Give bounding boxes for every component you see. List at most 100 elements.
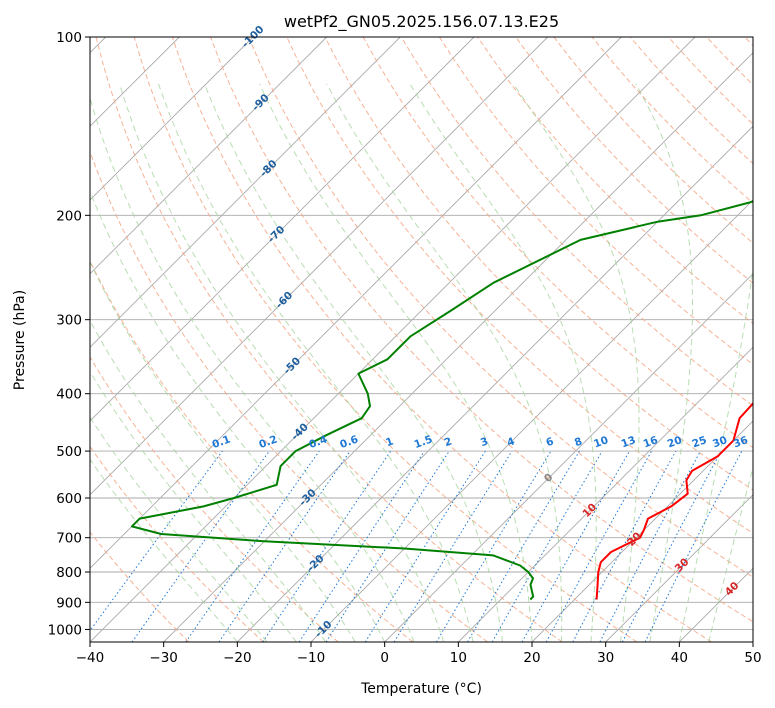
moist-adiabat-line <box>90 370 297 642</box>
mixing-ratio-line <box>572 450 677 642</box>
y-axis-label: Pressure (hPa) <box>12 290 28 390</box>
mixing-ratio-line <box>298 450 425 642</box>
mixing-ratio-label: 2 <box>443 435 454 449</box>
x-tick-label: −10 <box>297 650 326 666</box>
mixing-ratio-line <box>599 450 701 642</box>
isotherm-line <box>163 52 753 642</box>
isotherm-line <box>90 37 696 642</box>
dry-adiabat-line <box>90 445 264 642</box>
y-tick-label: 1000 <box>48 622 82 638</box>
mixing-ratio-label: 16 <box>642 434 660 450</box>
dry-adiabat-line <box>90 356 339 642</box>
moist-adiabats <box>90 83 753 642</box>
y-axis-ticks: 100 200 300 400 500 600 700 800 900 1000 <box>48 30 90 638</box>
dry-adiabat-line <box>706 37 753 86</box>
mixing-ratio-line <box>262 450 392 642</box>
dry-adiabat-line <box>324 37 753 491</box>
y-tick-label: 100 <box>56 30 82 46</box>
x-tick-label: −20 <box>223 650 252 666</box>
moist-adiabat-line <box>90 416 268 642</box>
dry-adiabats <box>90 37 753 642</box>
plot-area <box>90 37 753 642</box>
y-tick-label: 400 <box>56 387 82 403</box>
dry-adiabat-line <box>744 37 753 47</box>
moist-adiabat-line <box>90 458 238 642</box>
dry-adiabat-line <box>591 37 753 204</box>
mixing-ratio-lines <box>90 450 743 642</box>
x-tick-label: 40 <box>671 650 688 666</box>
mixing-ratio-line <box>90 450 223 632</box>
mixing-ratio-line <box>644 450 743 642</box>
mixing-ratio-label: 0.6 <box>338 433 360 451</box>
mixing-ratio-line <box>467 450 580 642</box>
x-tick-label: 10 <box>450 650 467 666</box>
moist-adiabat-line <box>204 83 503 642</box>
mixing-ratio-label: 13 <box>620 434 638 450</box>
y-tick-label: 300 <box>56 313 82 329</box>
plot-frame <box>89 36 754 643</box>
isotherm-line <box>310 199 753 642</box>
moist-adiabat-line <box>90 319 327 642</box>
dry-adiabat-line <box>90 259 414 642</box>
isotherm-line <box>457 346 753 642</box>
isotherm-grid <box>90 37 753 642</box>
x-tick-label: 50 <box>744 650 761 666</box>
dry-adiabat-line <box>515 37 753 284</box>
mixing-ratio-label: 30 <box>711 434 729 450</box>
moist-adiabat-line <box>512 83 640 642</box>
isotherm-line <box>90 37 622 569</box>
mixing-ratio-label: 3 <box>479 435 490 449</box>
mixing-ratio-label: 1.5 <box>413 433 435 451</box>
moist-adiabat-line <box>158 83 474 642</box>
x-tick-label: 30 <box>597 650 614 666</box>
isotherm-line <box>605 494 753 642</box>
moist-adiabat-line <box>635 83 693 642</box>
chart-title: wetPf2_GN05.2025.156.07.13.E25 <box>284 12 559 32</box>
mixing-ratio-line <box>521 450 630 642</box>
mixing-ratio-label: 0.2 <box>257 433 279 451</box>
dewpoint-line <box>130 200 753 601</box>
isotherm-line <box>236 125 753 642</box>
dry-adiabat-line <box>133 37 638 642</box>
dry-adiabat-line <box>438 37 753 366</box>
mixing-ratio-line <box>131 450 270 642</box>
y-tick-label: 600 <box>56 491 82 507</box>
mixing-ratio-label: 6 <box>544 435 555 449</box>
mixing-ratio-label: 1 <box>384 435 395 449</box>
isobar-grid <box>90 37 753 630</box>
mixing-ratio-label: 0.1 <box>211 433 233 451</box>
mixing-ratio-line <box>185 450 320 642</box>
y-tick-label: 800 <box>56 565 82 581</box>
x-axis-ticks: −40 −30 −20 −10 0 10 20 30 40 50 <box>76 642 762 666</box>
dry-adiabat-line <box>248 37 753 578</box>
moist-adiabat-line <box>409 83 597 642</box>
mixing-ratio-label: 8 <box>573 435 584 449</box>
mixing-ratio-label: 20 <box>666 434 684 450</box>
mixing-ratio-line <box>218 450 351 642</box>
moist-adiabat-line <box>119 83 445 642</box>
isotherm-line <box>90 37 549 496</box>
moist-adiabat-line <box>90 96 415 642</box>
x-tick-label: −30 <box>149 650 178 666</box>
dry-adiabat-line <box>668 37 753 125</box>
isotherm-line <box>678 567 753 642</box>
x-axis-label: Temperature (°C) <box>360 681 482 697</box>
y-tick-label: 700 <box>56 531 82 547</box>
mixing-ratio-label: 10 <box>592 434 610 450</box>
isotherm-line <box>90 37 401 348</box>
x-tick-label: −40 <box>76 650 105 666</box>
moist-adiabat-line <box>326 83 563 642</box>
x-tick-label: 20 <box>523 650 540 666</box>
temperature-line <box>595 401 753 600</box>
isotherm-line <box>90 37 328 275</box>
isotherm-line <box>384 273 753 642</box>
moist-adiabat-line <box>678 83 753 642</box>
y-tick-label: 200 <box>56 208 82 224</box>
mixing-ratio-label: 25 <box>691 434 709 450</box>
y-tick-label: 500 <box>56 444 82 460</box>
x-tick-label: 0 <box>380 650 389 666</box>
dry-adiabat-line <box>400 37 753 407</box>
isotherm-line <box>90 37 475 422</box>
dry-adiabat-line <box>90 531 190 642</box>
